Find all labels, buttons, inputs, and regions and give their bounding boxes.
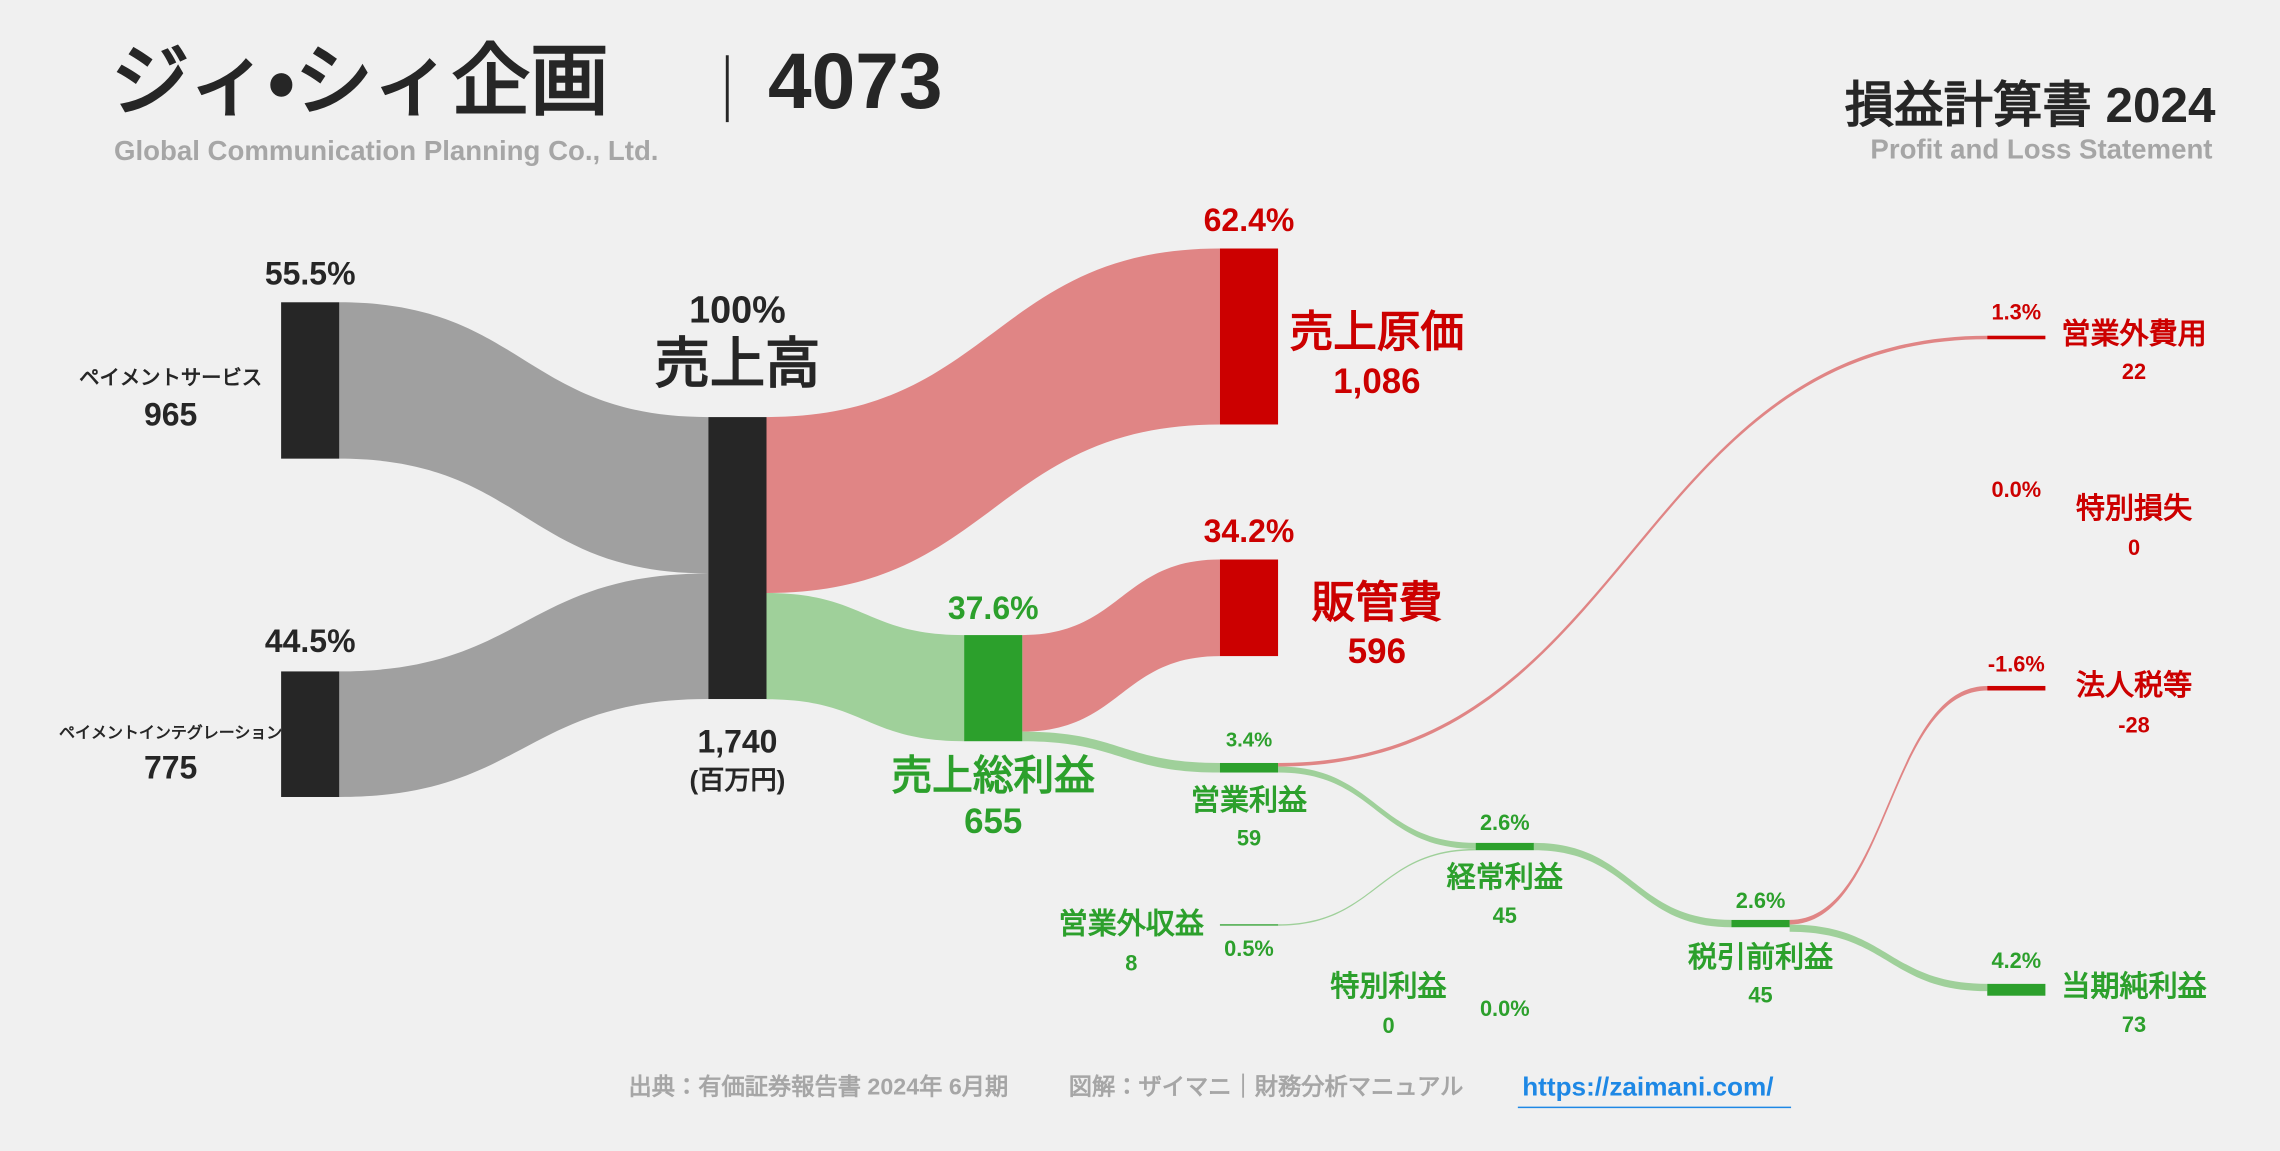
node-name: ペイメントサービス bbox=[79, 367, 262, 390]
nodes: 55.5% ペイメントサービス 965 44.5% ペイメントインテグレーション 775 1… bbox=[59, 202, 2208, 1038]
link bbox=[1278, 848, 1476, 926]
url-link[interactable]: https://zaimani.com/ bbox=[1522, 1071, 1773, 1101]
node-value: 655 bbox=[964, 802, 1022, 841]
share-label: 0.5% bbox=[1224, 936, 1274, 961]
node-bar bbox=[1987, 685, 2046, 691]
share-label: 0.0% bbox=[1992, 477, 2042, 502]
share-label: 44.5% bbox=[265, 623, 356, 659]
node-bar bbox=[1475, 842, 1534, 851]
link bbox=[766, 248, 1220, 594]
link bbox=[339, 302, 709, 574]
link bbox=[1789, 685, 1988, 925]
link bbox=[339, 573, 709, 797]
share-label: 34.2% bbox=[1204, 513, 1295, 549]
node-name: 営業外収益 bbox=[1059, 906, 1205, 940]
node-name: 経常利益 bbox=[1447, 861, 1564, 894]
node-name: 当期純利益 bbox=[2061, 970, 2207, 1003]
node-bar bbox=[708, 417, 767, 700]
share-label: 1.3% bbox=[1992, 300, 2042, 325]
node-value: 8 bbox=[1125, 951, 1137, 976]
share-label: 4.2% bbox=[1992, 948, 2042, 973]
node-value: 965 bbox=[144, 397, 197, 433]
statement-subtitle: Profit and Loss Statement bbox=[1870, 133, 2212, 164]
share-label: 0.0% bbox=[1480, 996, 1530, 1021]
link bbox=[1789, 924, 1988, 992]
node-bar bbox=[281, 302, 340, 459]
node-name: 売上高 bbox=[655, 332, 821, 394]
node-name: 特別利益 bbox=[1330, 970, 1447, 1003]
link bbox=[766, 593, 965, 742]
node-bar bbox=[1219, 924, 1279, 926]
node-name: 税引前利益 bbox=[1688, 940, 1834, 974]
share-label: 55.5% bbox=[265, 256, 356, 292]
node-bar bbox=[281, 671, 340, 797]
link bbox=[1022, 731, 1220, 773]
node-name: 特別損失 bbox=[2076, 492, 2193, 525]
node-name: 販管費 bbox=[1312, 580, 1443, 628]
node-name: 営業外費用 bbox=[2061, 316, 2206, 350]
node-bar bbox=[1219, 248, 1279, 425]
credit: 図解：ザイマニ｜財務分析マニュアル bbox=[1069, 1074, 1464, 1100]
share-label: 2.6% bbox=[1736, 888, 1786, 913]
node-value: 73 bbox=[2122, 1012, 2146, 1037]
link bbox=[1022, 559, 1220, 732]
node-value: 0 bbox=[1382, 1013, 1394, 1038]
links bbox=[339, 248, 1988, 992]
share-label: 37.6% bbox=[948, 590, 1039, 626]
node-value: 596 bbox=[1348, 632, 1406, 671]
share-label: 100% bbox=[689, 289, 786, 331]
share-label: 2.6% bbox=[1480, 810, 1530, 835]
node-value: 1,086 bbox=[1333, 362, 1420, 401]
node-value: 1,740 bbox=[697, 724, 777, 760]
node-bar bbox=[1219, 762, 1279, 773]
node-value: 59 bbox=[1237, 826, 1261, 851]
ticker: 4073 bbox=[768, 37, 943, 125]
node-value: 22 bbox=[2122, 359, 2146, 384]
node-value: 775 bbox=[144, 750, 197, 786]
node-bar bbox=[1219, 559, 1279, 657]
node-name: 売上総利益 bbox=[891, 753, 1095, 799]
subtitle: Global Communication Planning Co., Ltd. bbox=[114, 135, 659, 166]
node-bar bbox=[1987, 335, 2046, 340]
source: 出典：有価証券報告書 2024年 6月期 bbox=[628, 1074, 1008, 1100]
share-label: -1.6% bbox=[1988, 651, 2045, 676]
node-name: 売上原価 bbox=[1290, 309, 1464, 357]
link bbox=[1278, 766, 1476, 849]
node-name: 法人税等 bbox=[2076, 668, 2192, 702]
node-bar bbox=[964, 635, 1023, 742]
share-label: 3.4% bbox=[1226, 730, 1272, 752]
statement-title: 損益計算書 2024 bbox=[1845, 78, 2216, 133]
node-name: 営業利益 bbox=[1191, 783, 1308, 817]
node-name: ペイメントインテグレーション bbox=[59, 723, 282, 742]
unit-label: (百万円) bbox=[690, 765, 786, 795]
node-value: 0 bbox=[2128, 535, 2140, 560]
node-value: 45 bbox=[1493, 903, 1517, 928]
chart-title: ジィ・シィ企画 bbox=[111, 37, 609, 125]
url[interactable]: https://zaimani.com/ bbox=[1522, 1071, 1773, 1101]
node-value: 45 bbox=[1748, 983, 1772, 1008]
node-bar bbox=[1731, 919, 1790, 928]
share-label: 62.4% bbox=[1204, 202, 1295, 238]
link bbox=[1533, 842, 1732, 928]
node-bar bbox=[1987, 983, 2046, 996]
node-value: -28 bbox=[2118, 712, 2149, 737]
link bbox=[1278, 335, 1988, 767]
